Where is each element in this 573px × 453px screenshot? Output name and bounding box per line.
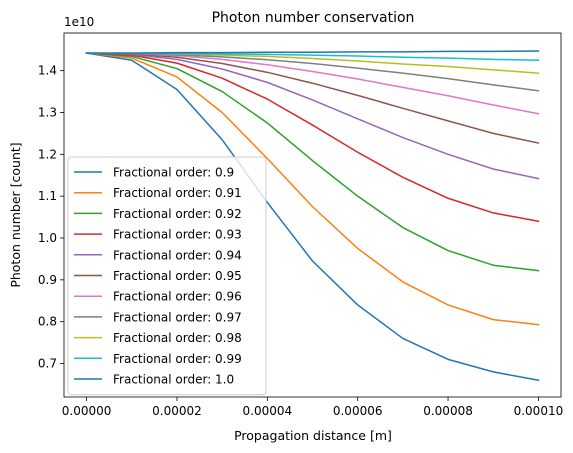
y-tick-label: 1.3 bbox=[38, 105, 57, 119]
series-line-5 bbox=[85, 52, 540, 144]
series-layer bbox=[85, 50, 540, 382]
plot-frame bbox=[63, 32, 562, 398]
legend-label: Fractional order: 0.96 bbox=[113, 290, 242, 304]
x-tick-label: 0.00006 bbox=[333, 404, 383, 418]
x-axis-label: Propagation distance [m] bbox=[234, 428, 392, 443]
x-tick-label: 0.00010 bbox=[514, 404, 564, 418]
legend-label: Fractional order: 0.93 bbox=[113, 228, 242, 242]
legend-label: Fractional order: 1.0 bbox=[113, 373, 234, 387]
y-tick-label: 1.1 bbox=[38, 189, 57, 203]
y-tick-label: 0.7 bbox=[38, 357, 57, 371]
legend-box bbox=[67, 156, 267, 396]
x-tick-label: 0.00004 bbox=[243, 404, 293, 418]
x-tick-label: 0.00008 bbox=[423, 404, 473, 418]
x-axis-ticks: 0.00000 0.00002 0.00004 0.00006 0.00008 0.000… bbox=[62, 397, 563, 418]
y-axis-ticks: 0.7 0.8 0.9 1.0 1.1 1.2 1.3 1.4 bbox=[38, 64, 64, 371]
legend-label: Fractional order: 0.95 bbox=[113, 269, 242, 283]
y-tick-label: 1.2 bbox=[38, 147, 57, 161]
x-tick-label: 0.00002 bbox=[152, 404, 202, 418]
y-tick-label: 0.8 bbox=[38, 315, 57, 329]
series-line-3 bbox=[85, 52, 540, 223]
legend-label: Fractional order: 0.97 bbox=[113, 310, 242, 324]
legend-label: Fractional order: 0.99 bbox=[113, 352, 242, 366]
y-multiplier-label: 1e10 bbox=[64, 15, 94, 29]
series-line-10 bbox=[85, 50, 540, 54]
legend-label: Fractional order: 0.92 bbox=[113, 207, 242, 221]
chart-title: Photon number conservation bbox=[212, 10, 415, 26]
legend-label: Fractional order: 0.94 bbox=[113, 248, 242, 262]
legend: Fractional order: 0.9 Fractional order: 0… bbox=[67, 156, 267, 396]
legend-label: Fractional order: 0.98 bbox=[113, 331, 242, 345]
y-tick-label: 1.4 bbox=[38, 64, 57, 78]
legend-label: Fractional order: 0.91 bbox=[113, 186, 242, 200]
series-line-1 bbox=[85, 52, 540, 326]
series-line-4 bbox=[85, 52, 540, 180]
x-tick-label: 0.00000 bbox=[62, 404, 112, 418]
legend-label: Fractional order: 0.9 bbox=[113, 166, 234, 180]
y-tick-label: 0.9 bbox=[38, 273, 57, 287]
y-tick-label: 1.0 bbox=[38, 231, 57, 245]
series-line-0 bbox=[85, 52, 540, 382]
y-axis-label: Photon number [count] bbox=[8, 142, 23, 287]
series-line-2 bbox=[85, 52, 540, 272]
